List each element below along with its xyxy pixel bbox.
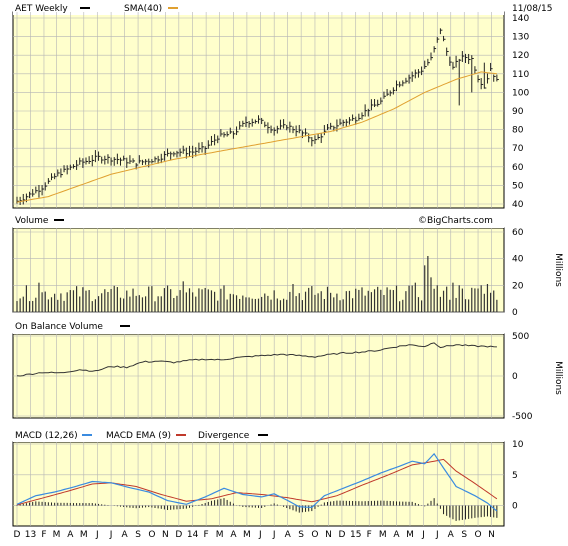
x-tick-label: N bbox=[488, 530, 495, 540]
obv-line bbox=[16, 342, 497, 377]
macd-line bbox=[16, 452, 498, 512]
x-tick-label: F bbox=[41, 530, 46, 540]
x-tick-label: A bbox=[448, 530, 455, 540]
x-tick-label: S bbox=[298, 530, 304, 540]
macd-panel bbox=[12, 441, 505, 527]
price-tick-label: 100 bbox=[512, 88, 529, 98]
x-tick-label: S bbox=[461, 530, 467, 540]
obv-header-bg bbox=[13, 320, 504, 334]
price-tick-label: 70 bbox=[512, 144, 524, 154]
obv-tick-label: 0 bbox=[512, 372, 518, 382]
macd-legend-swatch bbox=[82, 434, 92, 436]
x-tick-label: M bbox=[53, 530, 61, 540]
x-tick-label: J bbox=[95, 530, 99, 540]
price-tick-label: 40 bbox=[512, 200, 524, 210]
price-tick-label: 50 bbox=[512, 181, 524, 191]
x-tick-label: J bbox=[258, 530, 262, 540]
price-panel bbox=[12, 11, 505, 209]
price-legend-swatch bbox=[80, 7, 90, 9]
volume-panel bbox=[12, 227, 505, 313]
x-tick-label: 14 bbox=[187, 530, 199, 540]
x-tick-label: N bbox=[162, 530, 169, 540]
macd-ema-line bbox=[16, 458, 498, 506]
x-tick-label: A bbox=[67, 530, 74, 540]
obv-tick-label: 500 bbox=[512, 332, 529, 342]
price-tick-label: 130 bbox=[512, 33, 529, 43]
x-tick-label: A bbox=[393, 530, 400, 540]
x-tick-label: N bbox=[325, 530, 332, 540]
x-tick-label: A bbox=[230, 530, 237, 540]
x-tick-label: M bbox=[80, 530, 88, 540]
x-tick-label: 13 bbox=[25, 530, 36, 540]
volume-header-bg bbox=[13, 214, 504, 228]
macd-tick-label: 0 bbox=[512, 502, 518, 512]
x-tick-label: J bbox=[421, 530, 425, 540]
price-tick-label: 140 bbox=[512, 14, 529, 24]
x-tick-label: D bbox=[338, 530, 345, 540]
price-tick-label: 110 bbox=[512, 70, 529, 80]
obv-legend-swatch bbox=[120, 325, 130, 327]
x-tick-label: 15 bbox=[350, 530, 361, 540]
volume-tick-label: 20 bbox=[512, 281, 524, 291]
x-tick-label: M bbox=[243, 530, 251, 540]
x-tick-label: O bbox=[311, 530, 318, 540]
x-tick-label: J bbox=[272, 530, 276, 540]
sma-legend-swatch bbox=[168, 7, 178, 9]
chart-date: 11/08/15 bbox=[512, 4, 552, 14]
x-tick-label: F bbox=[204, 530, 209, 540]
price-tick-label: 60 bbox=[512, 163, 524, 173]
volume-units: Millions bbox=[553, 253, 563, 287]
x-tick-label: M bbox=[406, 530, 414, 540]
price-tick-label: 120 bbox=[512, 51, 529, 61]
obv-units: Millions bbox=[553, 361, 563, 395]
macd-label: MACD (12,26) bbox=[15, 431, 78, 441]
price-tick-label: 90 bbox=[512, 107, 524, 117]
sma-label: SMA(40) bbox=[124, 4, 162, 14]
divergence-label: Divergence bbox=[198, 431, 250, 441]
macd-tick-label: 10 bbox=[512, 440, 524, 450]
x-tick-label: J bbox=[435, 530, 439, 540]
volume-tick-label: 0 bbox=[512, 308, 518, 318]
x-tick-label: D bbox=[14, 530, 21, 540]
macd-ema-legend-swatch bbox=[176, 434, 186, 436]
price-title: AET Weekly bbox=[15, 4, 68, 14]
obv-tick-label: -500 bbox=[512, 412, 533, 422]
x-tick-label: O bbox=[474, 530, 481, 540]
x-tick-label: A bbox=[285, 530, 292, 540]
x-tick-label: O bbox=[148, 530, 155, 540]
obv-label: On Balance Volume bbox=[15, 322, 103, 332]
macd-ema-label: MACD EMA (9) bbox=[106, 431, 171, 441]
x-tick-label: J bbox=[109, 530, 113, 540]
watermark: ©BigCharts.com bbox=[418, 216, 493, 226]
volume-tick-label: 40 bbox=[512, 255, 524, 265]
x-tick-label: S bbox=[135, 530, 141, 540]
x-tick-label: F bbox=[367, 530, 372, 540]
sma-line bbox=[16, 71, 497, 203]
divergence-legend-swatch bbox=[258, 434, 268, 436]
volume-legend-swatch bbox=[54, 219, 64, 221]
x-tick-label: M bbox=[379, 530, 387, 540]
macd-tick-label: 5 bbox=[512, 471, 518, 481]
volume-tick-label: 60 bbox=[512, 228, 524, 238]
price-tick-label: 80 bbox=[512, 126, 524, 136]
x-tick-label: D bbox=[175, 530, 182, 540]
x-tick-label: M bbox=[216, 530, 224, 540]
x-tick-label: A bbox=[121, 530, 128, 540]
volume-label: Volume bbox=[15, 216, 49, 226]
price-header-bg bbox=[13, 3, 504, 15]
